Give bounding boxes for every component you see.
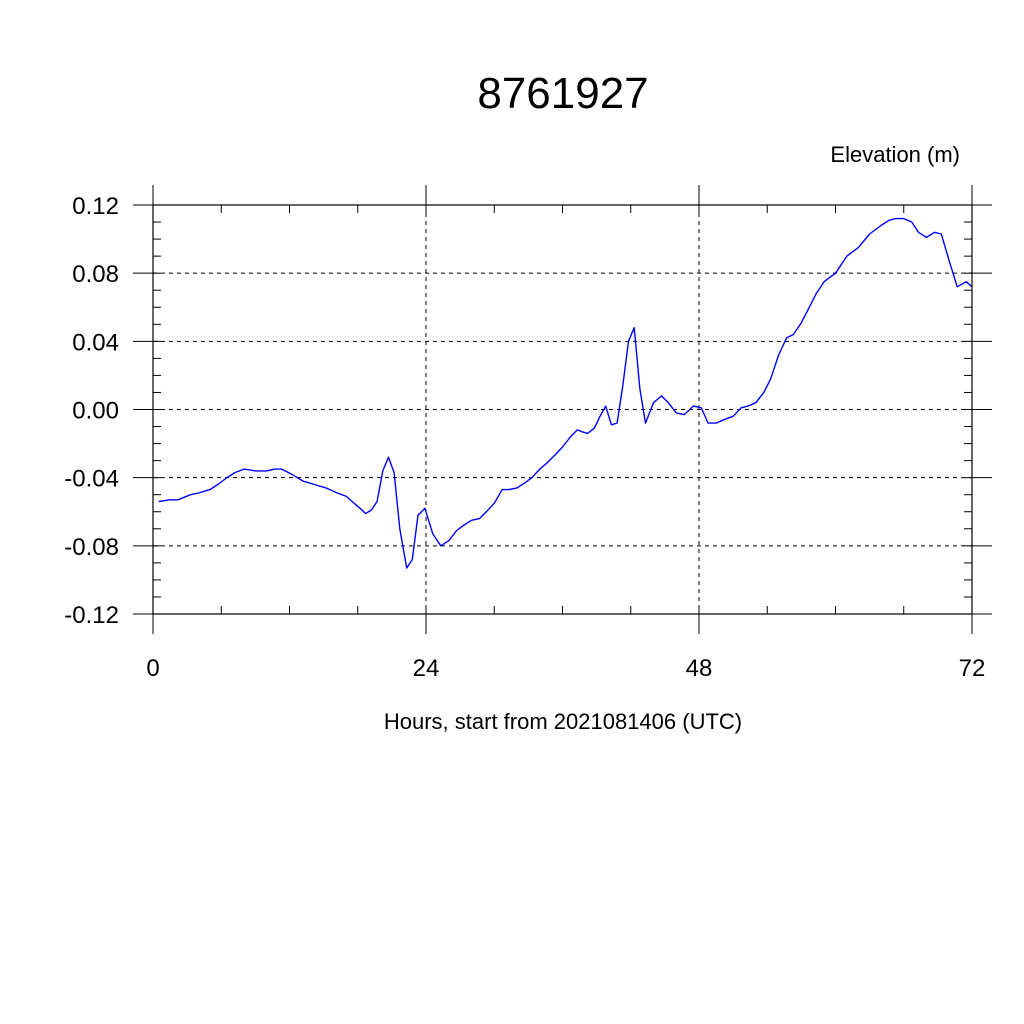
x-tick-label: 48 — [686, 655, 713, 682]
y-tick-label: 0.12 — [72, 193, 119, 220]
y-tick-label: -0.04 — [64, 466, 119, 493]
y-axis-label: Elevation (m) — [830, 142, 960, 167]
series-line — [158, 217, 973, 569]
grid-lines — [152, 204, 973, 615]
series-layer — [158, 217, 973, 569]
chart-title: 8761927 — [477, 69, 648, 118]
tick-labels: 0.12 0.08 0.04 0.00 -0.04 -0.08 -0.12 0 24 48 72 — [64, 193, 985, 682]
y-tick-label: -0.08 — [64, 534, 119, 561]
x-tick-label: 0 — [146, 655, 159, 682]
y-tick-label: -0.12 — [64, 602, 119, 629]
x-axis-label: Hours, start from 2021081406 (UTC) — [384, 709, 742, 734]
y-tick-label: 0.04 — [72, 329, 119, 356]
y-tick-label: 0.08 — [72, 261, 119, 288]
y-tick-label: 0.00 — [72, 398, 119, 425]
x-tick-label: 24 — [413, 655, 440, 682]
plot-frame — [152, 204, 973, 615]
x-tick-label: 72 — [959, 655, 986, 682]
